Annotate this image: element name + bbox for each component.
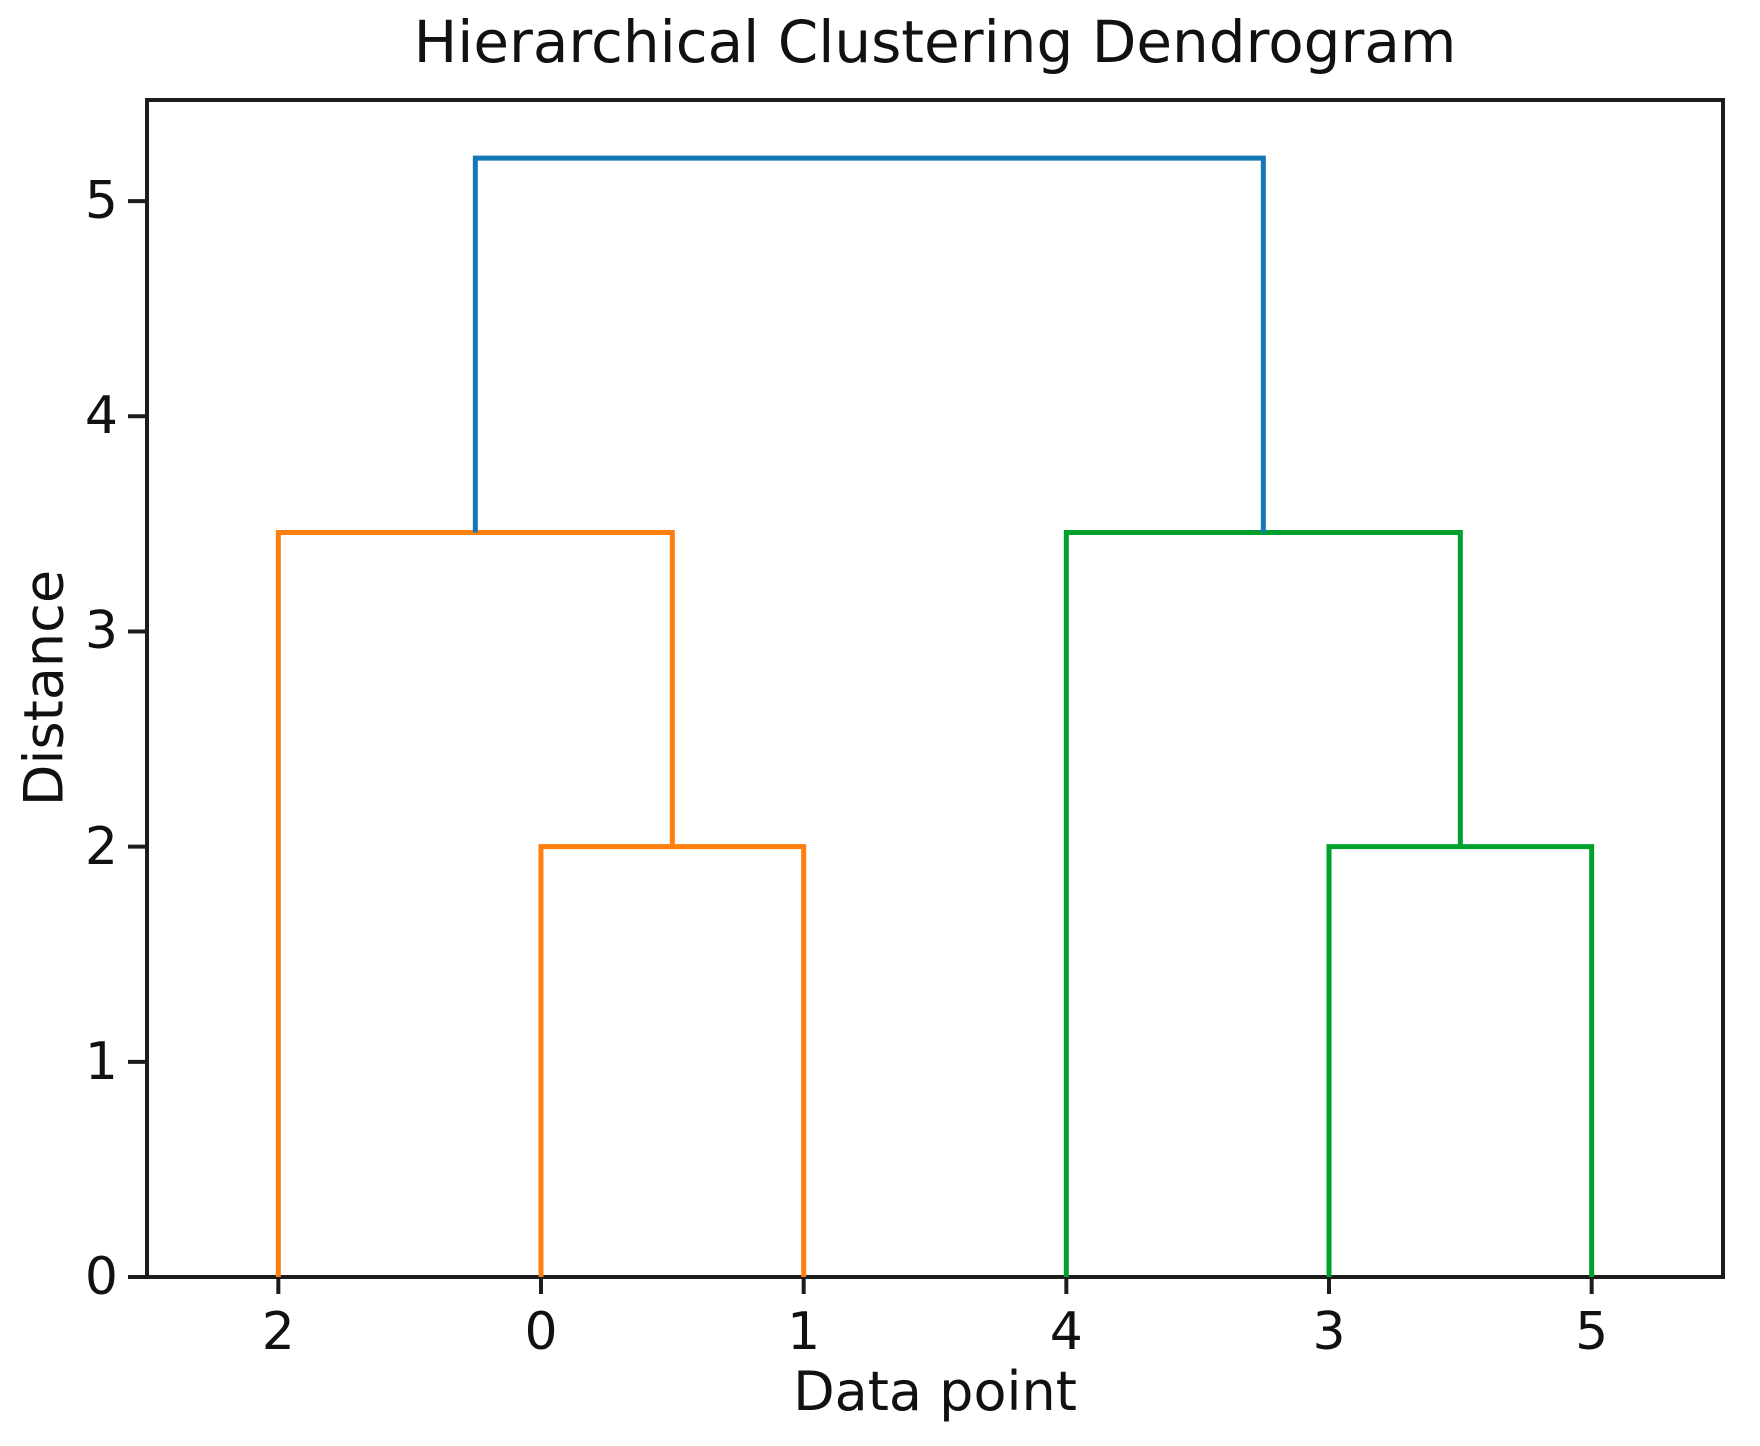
dendrogram-link-merge-2-with-01 — [275, 529, 675, 1277]
y-tick-label: 2 — [84, 816, 118, 877]
y-tick-label: 0 — [84, 1247, 118, 1307]
x-tick-label-4: 4 — [1049, 1302, 1083, 1362]
x-tick-label-0: 0 — [524, 1302, 558, 1362]
x-tick-label-2: 2 — [261, 1302, 295, 1362]
dendrogram-link-merge-0-1 — [538, 844, 807, 1277]
chart-title: Hierarchical Clustering Dendrogram — [413, 8, 1457, 76]
dendrogram-link-merge-3-5 — [1326, 844, 1595, 1277]
y-tick-label: 5 — [84, 171, 118, 232]
x-axis-label: Data point — [793, 1360, 1077, 1423]
y-tick-label: 1 — [84, 1031, 118, 1092]
x-tick-label-3: 3 — [1312, 1302, 1346, 1362]
dendrogram-link-merge-4-with-35 — [1063, 529, 1463, 1277]
dendrogram-link-root-merge — [472, 155, 1266, 533]
axes-spines — [145, 98, 1725, 1279]
y-tick-label: 4 — [84, 386, 118, 447]
y-tick-label: 3 — [84, 601, 118, 662]
x-tick-label-5: 5 — [1575, 1302, 1609, 1362]
x-tick-label-1: 1 — [787, 1302, 821, 1362]
